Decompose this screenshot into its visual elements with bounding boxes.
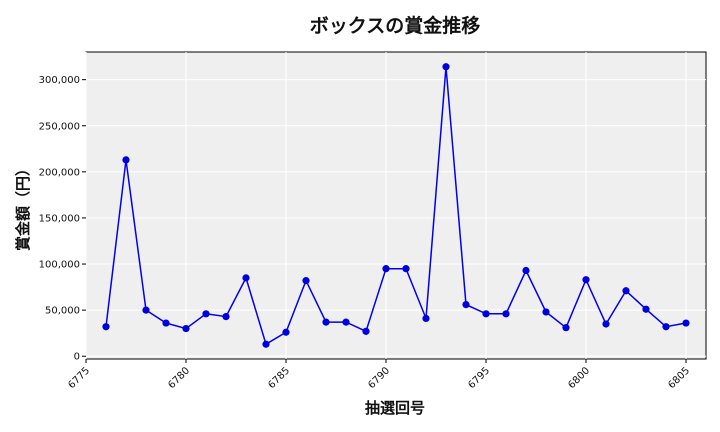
y-tick-label: 300,000 (39, 75, 80, 86)
y-tick-label: 250,000 (39, 121, 80, 132)
data-point (542, 308, 550, 316)
data-point (642, 305, 650, 313)
y-tick-label: 100,000 (39, 260, 80, 271)
data-point (142, 306, 150, 314)
x-tick-label: 6795 (466, 365, 492, 391)
data-point (242, 274, 250, 282)
data-point (122, 156, 130, 164)
series-line (105, 66, 687, 346)
data-point (202, 310, 210, 318)
data-point (462, 301, 470, 309)
data-point (622, 287, 630, 295)
data-point (222, 312, 230, 321)
data-point (342, 318, 350, 326)
x-axis-label: 抽選回号 (365, 399, 425, 417)
x-tick-label: 6805 (666, 365, 692, 391)
series-line-path (105, 66, 687, 346)
data-point (262, 340, 270, 348)
x-tick-label: 6785 (266, 365, 292, 391)
y-tick-label: 0 (74, 352, 80, 363)
data-point (422, 314, 430, 323)
y-tick-label: 150,000 (39, 213, 80, 224)
data-point (322, 318, 330, 326)
data-point (682, 319, 690, 327)
data-point (302, 277, 310, 285)
data-point (662, 323, 670, 331)
data-point (502, 310, 510, 318)
y-tick-label: 200,000 (39, 167, 80, 178)
x-tick-label: 6780 (166, 365, 192, 391)
grid (85, 52, 706, 359)
data-point (582, 276, 590, 284)
series-markers (102, 63, 690, 348)
chart-title: ボックスの賞金推移 (310, 14, 480, 37)
data-point (162, 319, 170, 327)
y-tick-label: 50,000 (45, 306, 80, 317)
x-tick-label: 6790 (366, 365, 392, 391)
y-axis-label: 賞金額（円） (14, 161, 32, 251)
data-point (362, 327, 370, 335)
plot-area (85, 51, 707, 360)
data-point (562, 324, 570, 332)
data-point (382, 265, 390, 273)
x-tick-label: 6800 (566, 365, 592, 391)
data-point (522, 266, 530, 275)
data-point (182, 324, 190, 333)
data-point (482, 310, 490, 318)
data-point (402, 265, 410, 273)
data-point (442, 63, 450, 71)
x-tick-label: 6775 (66, 365, 92, 391)
data-point (282, 328, 290, 336)
data-point (602, 320, 610, 328)
data-point (102, 323, 110, 331)
